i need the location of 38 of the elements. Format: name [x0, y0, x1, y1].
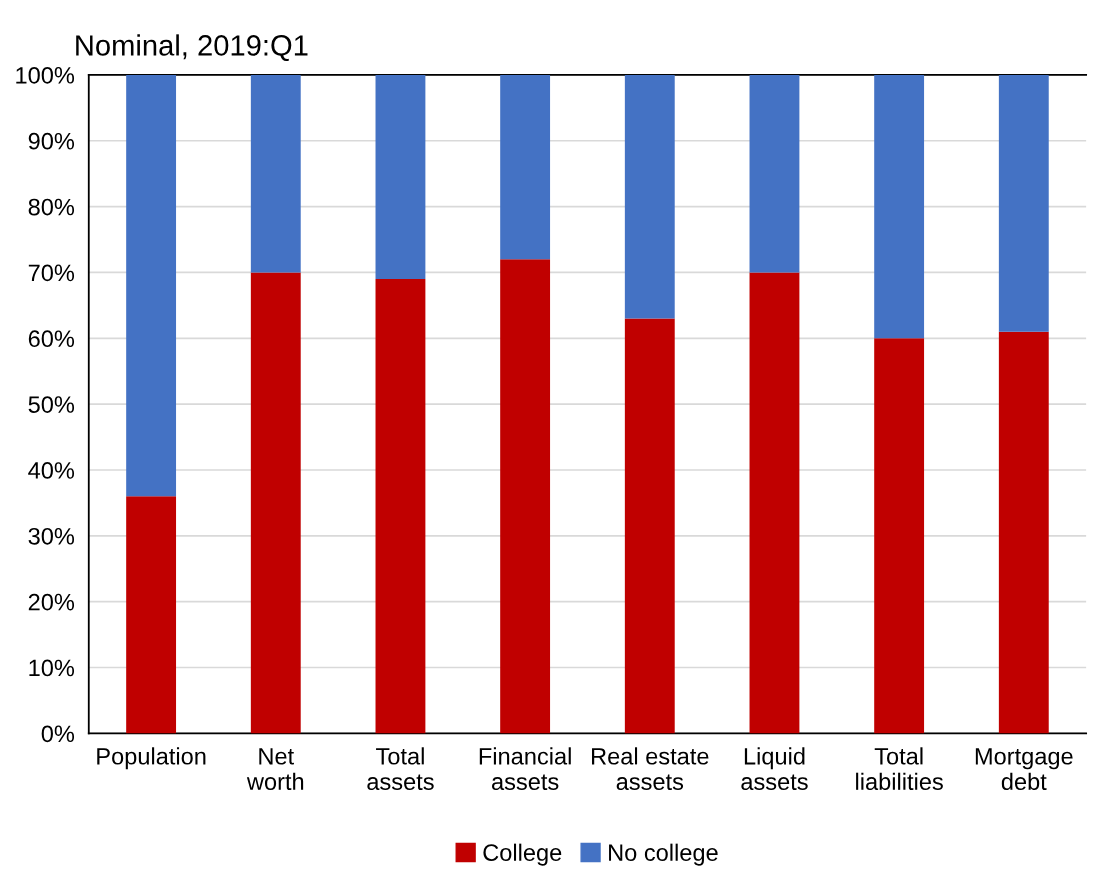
legend-label: No college — [609, 843, 718, 866]
bar — [998, 74, 1049, 332]
x-tick-label: Mortgage debt — [975, 748, 1073, 791]
y-tick-label: 70% — [28, 264, 75, 282]
y-tick-label: 80% — [28, 198, 75, 216]
x-tick-label: Net worth — [246, 748, 304, 791]
bar — [874, 74, 925, 339]
bar — [874, 338, 925, 734]
y-tick-label: 10% — [29, 659, 75, 677]
bar — [375, 279, 426, 734]
y-tick-label: 0% — [41, 725, 75, 743]
y-tick-label: 60% — [28, 330, 75, 348]
bar — [749, 272, 800, 734]
bar — [126, 74, 177, 497]
bar — [500, 74, 551, 260]
y-tick-label: 40% — [28, 462, 75, 479]
bar — [250, 74, 301, 273]
x-tick-label: Total liabilities — [856, 747, 943, 791]
chart-title: Nominal, 2019:Q1 — [76, 34, 308, 61]
bar — [126, 496, 177, 734]
bar — [624, 74, 675, 319]
y-tick-label: 50% — [28, 396, 75, 413]
bar — [998, 331, 1049, 734]
x-tick-label: Total assets — [367, 747, 434, 791]
x-tick-label: Liquid assets — [741, 747, 808, 791]
x-tick-label: Financial assets — [479, 747, 571, 791]
bar — [624, 318, 675, 734]
y-tick-label: 100% — [16, 66, 75, 84]
y-tick-label: 30% — [28, 527, 75, 545]
x-tick-label: Population — [97, 747, 206, 770]
legend-label: College — [483, 843, 562, 866]
bar — [250, 272, 301, 734]
y-tick-label: 90% — [28, 132, 75, 150]
y-tick-label: 20% — [28, 593, 75, 611]
bar — [375, 74, 426, 280]
bar — [500, 259, 551, 734]
x-tick-label: Real estate assets — [592, 747, 709, 791]
bar — [749, 74, 800, 273]
